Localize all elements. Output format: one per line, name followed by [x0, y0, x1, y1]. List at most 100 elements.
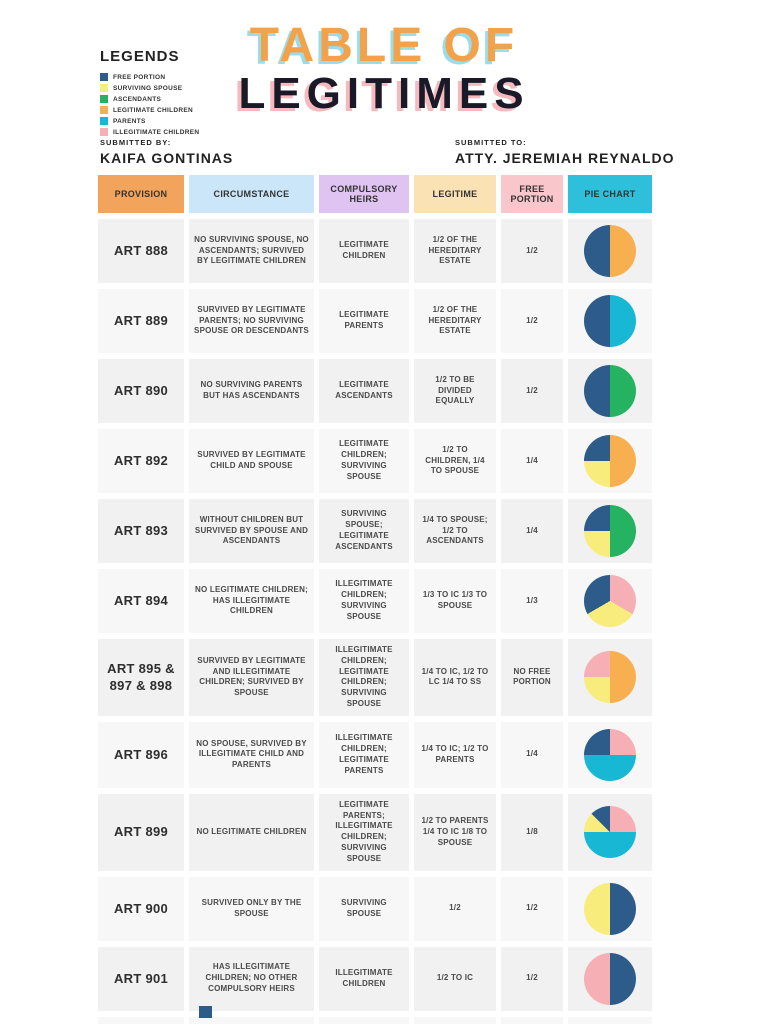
- circumstance-cell: NO SPOUSE, SURVIVED BY ILLEGITIMATE CHIL…: [189, 721, 314, 788]
- legitime-cell: 1/4 TO SPOUSE; 1/2 TO ASCENDANTS: [414, 499, 496, 563]
- free-portion-cell: 1/2: [501, 946, 563, 1011]
- legitime-cell: 1/2 OF THE HEREDITARY ESTATE: [414, 289, 496, 353]
- submitted-to-block: SUBMITTED TO: ATTY. JEREMIAH REYNALDO: [455, 138, 675, 166]
- pie-chart: [584, 575, 636, 627]
- free-portion-cell: 1/4: [501, 499, 563, 563]
- legend-label: ASCENDANTS: [113, 95, 162, 103]
- column-header-compulsory-heirs: COMPULSORY HEIRS: [319, 175, 409, 213]
- free-portion-cell: 1/8: [501, 793, 563, 871]
- circumstance-cell: HAS ILLEGITIMATE CHILDREN; NO OTHER COMP…: [189, 946, 314, 1011]
- submitted-by-block: SUBMITTED BY: KAIFA GONTINAS: [100, 138, 233, 166]
- column-header-pie-chart: PIE CHART: [568, 175, 652, 213]
- legend-label: ILLEGITIMATE CHILDREN: [113, 128, 200, 136]
- legitime-cell: 1/3 TO IC 1/3 TO SPOUSE: [414, 569, 496, 633]
- heirs-cell: ILLEGITIMATE CHILDREN; LEGITIMATE PARENT…: [319, 721, 409, 788]
- pie-cell: [568, 793, 652, 871]
- provision-cell: ART 896: [98, 721, 184, 788]
- parents-swatch: [100, 117, 108, 125]
- page-title-line1: TABLE OF: [249, 19, 519, 72]
- provision-cell: ART 890: [98, 359, 184, 423]
- pie-chart: [584, 435, 636, 487]
- pie-chart: [584, 728, 636, 781]
- heirs-cell: LEGITIMATE PARENTS: [319, 289, 409, 353]
- legend-label: SURVIVING SPOUSE: [113, 84, 183, 92]
- submitted-by-label: SUBMITTED BY:: [100, 138, 172, 147]
- heirs-cell: LEGITIMATE CHILDREN: [319, 219, 409, 283]
- pie-cell: [568, 219, 652, 283]
- pie-chart: [584, 225, 636, 277]
- free-portion-swatch: [100, 73, 108, 81]
- legitime-cell: 1/2 TO CHILDREN, 1/4 TO SPOUSE: [414, 429, 496, 493]
- legend-item-parents: PARENTS: [100, 117, 199, 125]
- free-portion-cell: 1/2: [501, 876, 563, 941]
- circumstance-cell: SURVIVED BY LEGITIMATE CHILD AND SPOUSE: [189, 429, 314, 493]
- circumstance-cell: WITHOUT CHILDREN BUT SURVIVED BY SPOUSE …: [189, 499, 314, 563]
- circumstance-cell: NO SURVIVING PARENTS BUT HAS ASCENDANTS: [189, 359, 314, 423]
- heirs-cell: ILLEGITIMATE CHILDREN; LEGITIMATE CHILDR…: [319, 639, 409, 716]
- legitimate-children-swatch: [100, 106, 108, 114]
- pie-cell: [568, 639, 652, 716]
- legitime-cell: 1/2 OF THE HEREDITARY ESTATE: [414, 219, 496, 283]
- submitted-by-name: KAIFA GONTINAS: [100, 150, 234, 166]
- pie-cell: [568, 289, 652, 353]
- free-portion-cell: 1/2: [501, 359, 563, 423]
- legend-item-free-portion: FREE PORTION: [100, 73, 199, 81]
- legitime-cell: 1/8 TO PARENTS; 1/4 TO SPOUSE: [414, 1016, 496, 1024]
- legend-item-illegitimate-children: ILLEGITIMATE CHILDREN: [100, 128, 199, 136]
- provision-cell: ART 903: [98, 1016, 184, 1024]
- legend-title: LEGENDS: [100, 48, 180, 65]
- pie-chart: [584, 365, 636, 417]
- provision-cell: ART 899: [98, 793, 184, 871]
- circumstance-cell: NO LEGITIMATE CHILDREN; HAS ILLEGITIMATE…: [189, 569, 314, 633]
- legitime-cell: 1/2 TO IC: [414, 946, 496, 1011]
- provision-cell: ART 895 & 897 & 898: [98, 639, 184, 716]
- illegitimate-children-swatch: [100, 128, 108, 136]
- heirs-cell: SURVIVING SPOUSE: [319, 876, 409, 941]
- pie-cell: [568, 946, 652, 1011]
- heirs-cell: LEGITIMATE ASCENDANTS: [319, 359, 409, 423]
- legitime-cell: 1/2: [414, 876, 496, 941]
- pie-cell: [568, 359, 652, 423]
- heirs-cell: LEGITIMATE PARENTS; ILLEGITIMATE CHILDRE…: [319, 793, 409, 871]
- heirs-cell: ILLEGITIMATE CHILDREN: [319, 946, 409, 1011]
- column-header-free-portion: FREE PORTION: [501, 175, 563, 213]
- column-header-provision: PROVISION: [98, 175, 184, 213]
- surviving-spouse-swatch: [100, 84, 108, 92]
- page-title-line2: LEGITIMES: [238, 69, 530, 118]
- provision-cell: ART 889: [98, 289, 184, 353]
- legend-items: FREE PORTION SURVIVING SPOUSE ASCENDANTS LE…: [100, 73, 199, 136]
- submitted-to-label: SUBMITTED TO:: [455, 138, 527, 147]
- legitime-cell: 1/2 TO PARENTS 1/4 TO IC 1/8 TO SPOUSE: [414, 793, 496, 871]
- free-portion-cell: 1/4: [501, 429, 563, 493]
- legitime-cell: 1/4 TO IC; 1/2 TO PARENTS: [414, 721, 496, 788]
- legitimes-table: PROVISION CIRCUMSTANCE COMPULSORY HEIRS LEG…: [98, 175, 652, 1024]
- column-header-legitime: LEGITIME: [414, 175, 496, 213]
- provision-cell: ART 900: [98, 876, 184, 941]
- free-portion-cell: 5/8: [501, 1016, 563, 1024]
- provision-cell: ART 892: [98, 429, 184, 493]
- legitime-cell: 1/4 TO IC, 1/2 TO LC 1/4 TO SS: [414, 639, 496, 716]
- heirs-cell: SURVIVING SPOUSE; LEGITIMATE ASCENDANTS: [319, 499, 409, 563]
- pie-cell: [568, 1016, 652, 1024]
- pie-chart: [584, 882, 636, 935]
- pie-cell: [568, 499, 652, 563]
- provision-cell: ART 901: [98, 946, 184, 1011]
- ascendants-swatch: [100, 95, 108, 103]
- submitted-to-name: ATTY. JEREMIAH REYNALDO: [455, 150, 675, 166]
- free-portion-cell: 1/2: [501, 289, 563, 353]
- free-portion-cell: NO FREE PORTION: [501, 639, 563, 716]
- page-title: TABLE OF LEGITIMES: [238, 22, 529, 116]
- pie-chart: [584, 806, 636, 859]
- free-portion-cell: 1/4: [501, 721, 563, 788]
- provision-cell: ART 888: [98, 219, 184, 283]
- pie-chart: [584, 651, 636, 704]
- pie-cell: [568, 876, 652, 941]
- provision-cell: ART 893: [98, 499, 184, 563]
- legend-item-legitimate-children: LEGITIMATE CHILDREN: [100, 106, 199, 114]
- circumstance-cell: SURVIVED ONLY BY THE SPOUSE: [189, 876, 314, 941]
- pie-chart: [584, 505, 636, 557]
- heirs-cell: LEGITIMATE CHILDREN; SURVIVING SPOUSE: [319, 429, 409, 493]
- heirs-cell: LEGITIMATE PARENTS; SURVIVING SPOUSE: [319, 1016, 409, 1024]
- circumstance-cell: SURVIVED BY LEGITIMATE AND ILLEGITIMATE …: [189, 639, 314, 716]
